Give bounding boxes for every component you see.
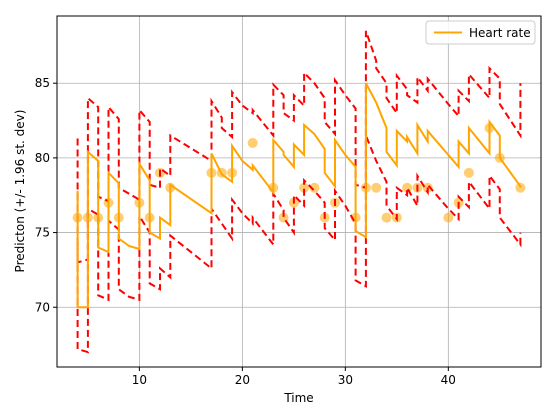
observed-point: [247, 137, 258, 148]
observed-point: [371, 182, 382, 193]
x-tick-label: 30: [338, 373, 353, 387]
observed-point: [299, 182, 310, 193]
observed-point: [463, 167, 474, 178]
legend: Heart rate: [425, 20, 536, 45]
x-tick-label: 40: [441, 373, 456, 387]
heart-rate-line: [76, 82, 522, 309]
observed-point: [309, 182, 320, 193]
prediction-line: [76, 82, 522, 309]
plot-frame: [56, 15, 542, 368]
y-tick-label: 70: [35, 300, 50, 314]
lower-band-line: [76, 135, 522, 354]
y-axis-label: Predicton (+/- 1.96 st. dev): [13, 110, 27, 273]
x-tick-label: 20: [235, 373, 250, 387]
legend-box: [425, 20, 536, 45]
x-axis-label: Time: [283, 391, 313, 405]
y-tick-label: 80: [35, 151, 50, 165]
grid: [57, 16, 541, 367]
x-tick-label: 10: [132, 373, 147, 387]
y-tick-label: 85: [35, 76, 50, 90]
axis-ticks: 10 20 30 40 70 75 80 85: [35, 76, 456, 387]
observed-point: [443, 212, 454, 223]
legend-label-heart-rate: Heart rate: [469, 26, 531, 40]
observed-point: [381, 212, 392, 223]
y-tick-label: 75: [35, 226, 50, 240]
